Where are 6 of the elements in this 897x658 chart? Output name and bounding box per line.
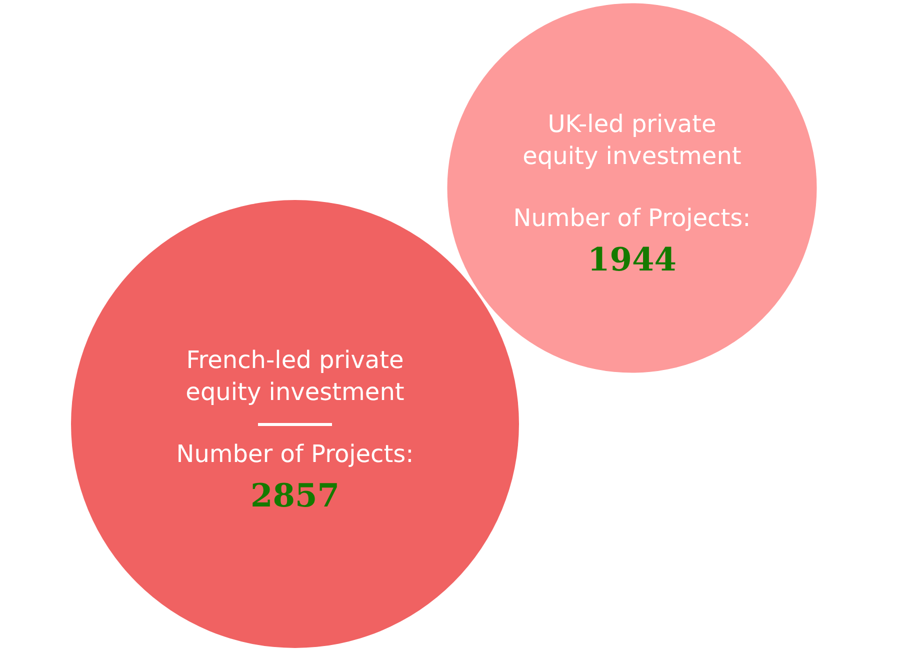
category-label: UK-led private equity investment — [522, 110, 742, 170]
text: Number of Projects: — [176, 440, 414, 468]
text: Number of Projects: — [513, 204, 751, 232]
data-label: 1944 — [587, 240, 677, 278]
data-label: 2857 — [250, 476, 340, 514]
category-label: French-led private equity investment — [186, 346, 404, 406]
